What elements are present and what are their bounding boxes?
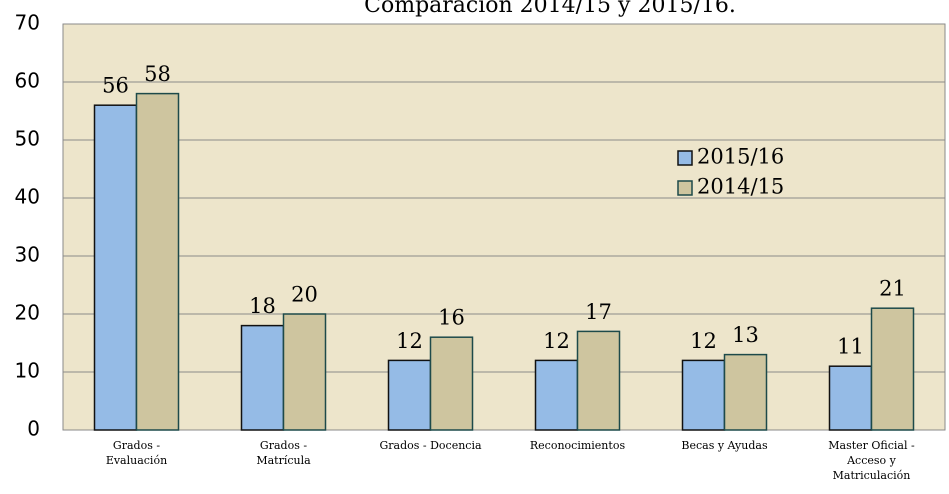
legend-swatch — [677, 150, 693, 166]
bar — [135, 92, 180, 431]
bar — [870, 307, 915, 431]
y-tick-label: 30 — [15, 243, 40, 267]
bar — [828, 365, 873, 431]
bar — [723, 353, 768, 431]
y-tick-label: 10 — [15, 359, 40, 383]
data-label: 17 — [585, 300, 612, 324]
chart-title: Comparación 2014/15 y 2015/16. — [364, 0, 736, 18]
data-label: 20 — [291, 283, 318, 307]
y-tick-label: 60 — [15, 69, 40, 93]
data-label: 12 — [543, 329, 570, 353]
bar — [576, 330, 621, 431]
bar — [93, 104, 138, 431]
data-label: 12 — [396, 329, 423, 353]
legend-label: 2015/16 — [697, 145, 784, 169]
bar — [282, 313, 327, 431]
y-tick-label: 40 — [15, 185, 40, 209]
data-label: 58 — [144, 62, 171, 86]
y-tick-label: 70 — [15, 11, 40, 35]
x-tick-label: Reconocimientos — [529, 439, 626, 452]
y-tick-label: 50 — [15, 127, 40, 151]
data-label: 18 — [249, 294, 276, 318]
bar — [681, 359, 726, 431]
x-tick-label: Master Oficial - Acceso y Matriculación — [828, 439, 915, 482]
data-label: 16 — [438, 306, 465, 330]
x-tick-label: Grados - Matrícula — [256, 439, 311, 467]
data-label: 56 — [102, 74, 129, 98]
data-label: 12 — [690, 329, 717, 353]
bar — [534, 359, 579, 431]
bar — [240, 324, 285, 431]
x-tick-label: Grados - Evaluación — [105, 439, 168, 467]
bar — [429, 336, 474, 431]
bar — [387, 359, 432, 431]
x-tick-label: Grados - Docencia — [379, 439, 482, 452]
legend-swatch — [677, 180, 693, 196]
data-label: 11 — [837, 335, 864, 359]
y-tick-label: 20 — [15, 301, 40, 325]
data-label: 13 — [732, 323, 759, 347]
y-tick-label: 0 — [27, 417, 40, 441]
x-tick-label: Becas y Ayudas — [681, 439, 768, 452]
plot-area — [62, 23, 946, 431]
legend-label: 2014/15 — [697, 175, 784, 199]
data-label: 21 — [879, 277, 906, 301]
